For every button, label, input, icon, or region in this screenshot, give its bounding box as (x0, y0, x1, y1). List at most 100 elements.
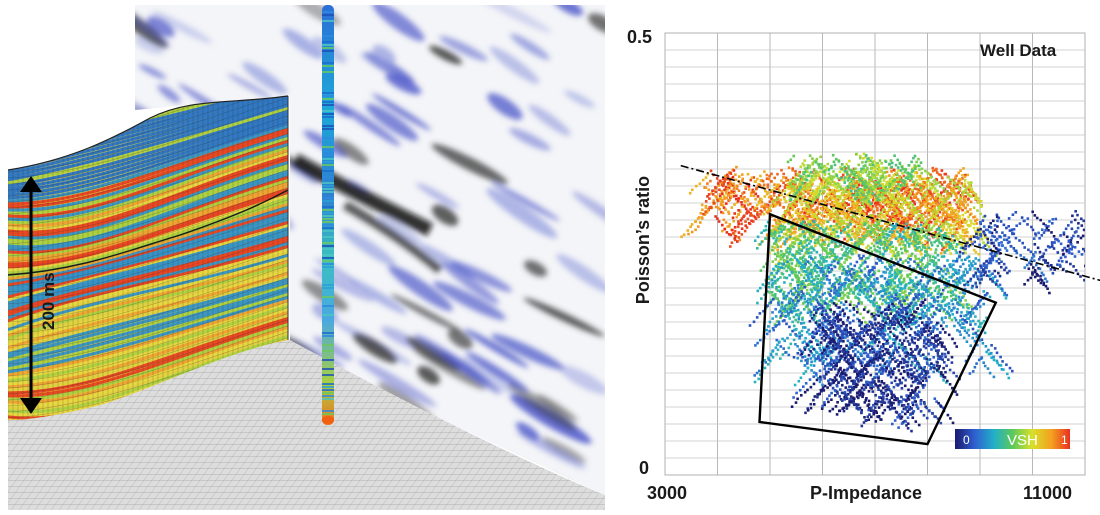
data-point (870, 227, 873, 230)
data-point (827, 288, 830, 291)
data-point (803, 207, 806, 210)
data-point (866, 231, 869, 234)
data-point (899, 204, 902, 207)
data-point (959, 234, 962, 237)
data-point (785, 304, 788, 307)
data-point (897, 240, 900, 243)
data-point (978, 253, 981, 256)
data-point (803, 308, 806, 311)
well-log-band (322, 71, 334, 73)
data-point (953, 199, 956, 202)
data-point (835, 190, 838, 193)
data-point (924, 254, 927, 257)
data-point (945, 241, 948, 244)
data-point (898, 215, 901, 218)
data-point (727, 182, 730, 185)
data-point (857, 208, 860, 211)
data-point (789, 259, 792, 262)
data-point (914, 245, 917, 248)
data-point (944, 200, 947, 203)
data-point (708, 189, 711, 192)
data-point (987, 367, 990, 370)
data-point (834, 256, 837, 259)
data-point (749, 324, 752, 327)
data-point (785, 200, 788, 203)
data-point (926, 265, 929, 268)
well-log-band (322, 350, 334, 352)
data-point (716, 177, 719, 180)
well-log-band (322, 218, 334, 220)
data-point (730, 172, 733, 175)
data-point (835, 223, 838, 226)
data-point (780, 258, 783, 261)
data-point (733, 188, 736, 191)
data-point (940, 191, 943, 194)
data-point (821, 277, 824, 280)
data-point (979, 325, 982, 328)
data-point (725, 221, 728, 224)
data-point (841, 206, 844, 209)
data-point (746, 198, 749, 201)
data-point (890, 170, 893, 173)
well-log-band (322, 101, 334, 103)
data-point (906, 275, 909, 278)
data-point (776, 339, 779, 342)
data-point (954, 182, 957, 185)
data-point (909, 279, 912, 282)
data-point (828, 271, 831, 274)
data-point (817, 210, 820, 213)
data-point (940, 252, 943, 255)
data-point (898, 343, 901, 346)
data-point (792, 246, 795, 249)
data-point (750, 214, 753, 217)
data-point (911, 189, 914, 192)
data-point (721, 199, 724, 202)
data-point (754, 239, 757, 242)
data-point (776, 249, 779, 252)
data-point (775, 346, 778, 349)
data-point (946, 259, 949, 262)
data-point (925, 315, 928, 318)
data-point (967, 198, 970, 201)
data-point (924, 312, 927, 315)
data-point (700, 212, 703, 215)
data-point (958, 180, 961, 183)
data-point (899, 235, 902, 238)
data-point (717, 182, 720, 185)
data-point (808, 242, 811, 245)
data-point (979, 305, 982, 308)
data-point (801, 203, 804, 206)
data-point (751, 206, 754, 209)
data-point (959, 299, 962, 302)
data-point (897, 286, 900, 289)
data-point (940, 230, 943, 233)
data-point (728, 233, 731, 236)
data-point (943, 226, 946, 229)
well-log-band (322, 110, 334, 112)
data-point (780, 194, 783, 197)
data-point (775, 315, 778, 318)
data-point (787, 247, 790, 250)
data-point (851, 282, 854, 285)
well-log-band (322, 215, 334, 217)
data-point (769, 321, 772, 324)
data-point (879, 205, 882, 208)
well-log-band (322, 260, 334, 262)
data-point (809, 224, 812, 227)
data-point (959, 291, 962, 294)
data-point (764, 367, 767, 370)
data-point (726, 231, 729, 234)
data-point (800, 274, 803, 277)
data-point (947, 176, 950, 179)
data-point (733, 169, 736, 172)
data-point (723, 228, 726, 231)
data-point (779, 204, 782, 207)
data-point (963, 238, 966, 241)
data-point (823, 220, 826, 223)
data-point (864, 218, 867, 221)
data-point (964, 176, 967, 179)
data-point (867, 245, 870, 248)
data-point (973, 223, 976, 226)
data-point (938, 241, 941, 244)
data-point (739, 239, 742, 242)
